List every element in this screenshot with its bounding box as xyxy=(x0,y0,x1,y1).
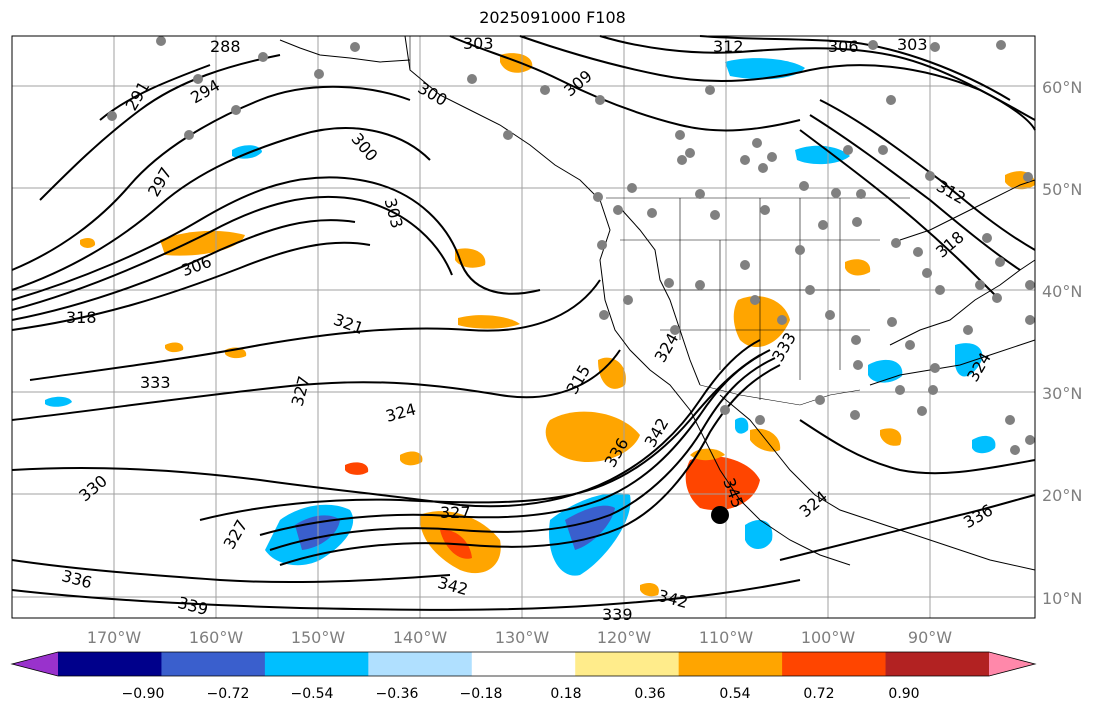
lon-label: 150°W xyxy=(291,628,346,647)
contour-label: 312 xyxy=(713,37,744,56)
colorbar-tick: 0.54 xyxy=(719,686,750,702)
lon-label: 110°W xyxy=(699,628,754,647)
colorbar-tick: 0.72 xyxy=(803,686,834,702)
contour-label: 339 xyxy=(602,605,633,624)
colorbar-tick: −0.18 xyxy=(460,686,503,702)
colorbar-tick: −0.90 xyxy=(122,686,165,702)
colorbar-tick: 0.90 xyxy=(888,686,919,702)
colorbar-tick: 0.36 xyxy=(634,686,665,702)
colorbar-tick: −0.72 xyxy=(207,686,250,702)
lat-label: 60°N xyxy=(1042,78,1082,97)
colorbar-tick: 0.18 xyxy=(550,686,581,702)
colorbar: −0.90 −0.72 −0.54 −0.36 −0.18 0.18 0.36 … xyxy=(10,651,1037,702)
colorbar-segment xyxy=(58,652,162,676)
latitude-labels: 60°N 50°N 40°N 30°N 20°N 10°N xyxy=(1042,78,1082,608)
station-markers xyxy=(107,36,1035,455)
map-frame xyxy=(11,35,1036,619)
lon-label: 120°W xyxy=(597,628,652,647)
lat-label: 50°N xyxy=(1042,180,1082,199)
colorbar-segment xyxy=(161,652,266,676)
colorbar-extend-high xyxy=(989,652,1035,676)
colorbar-extend-low xyxy=(12,652,58,676)
colorbar-segment xyxy=(782,652,887,676)
lat-label: 10°N xyxy=(1042,589,1082,608)
map-title: 2025091000 F108 xyxy=(479,8,626,27)
colorbar-ticks: −0.90 −0.72 −0.54 −0.36 −0.18 0.18 0.36 … xyxy=(122,686,920,702)
colorbar-segment xyxy=(471,652,576,676)
colorbar-segment xyxy=(678,652,783,676)
contour-label: 318 xyxy=(66,308,97,327)
lat-label: 40°N xyxy=(1042,282,1082,301)
lon-label: 130°W xyxy=(495,628,550,647)
lon-label: 160°W xyxy=(189,628,244,647)
lon-label: 170°W xyxy=(87,628,142,647)
colorbar-tick: −0.54 xyxy=(291,686,334,702)
storm-marker xyxy=(711,506,729,524)
contour-label: 303 xyxy=(897,35,928,54)
contour-lines xyxy=(11,35,1036,611)
colorbar-segment xyxy=(885,652,990,676)
lon-label: 140°W xyxy=(393,628,448,647)
contour-label: 303 xyxy=(463,34,494,53)
longitude-labels: 170°W 160°W 150°W 140°W 130°W 120°W 110°… xyxy=(87,628,952,647)
colorbar-segment xyxy=(368,652,473,676)
lon-label: 100°W xyxy=(801,628,856,647)
contour-label: 333 xyxy=(140,373,171,392)
colorbar-segment xyxy=(575,652,680,676)
contour-label: 327 xyxy=(440,503,471,522)
colorbar-tick: −0.36 xyxy=(376,686,419,702)
colorbar-segment xyxy=(264,652,369,676)
lat-label: 30°N xyxy=(1042,384,1082,403)
lon-label: 90°W xyxy=(908,628,952,647)
lat-label: 20°N xyxy=(1042,486,1082,505)
contour-label: 306 xyxy=(828,37,859,56)
contour-label: 288 xyxy=(210,37,241,56)
borders xyxy=(409,36,910,406)
